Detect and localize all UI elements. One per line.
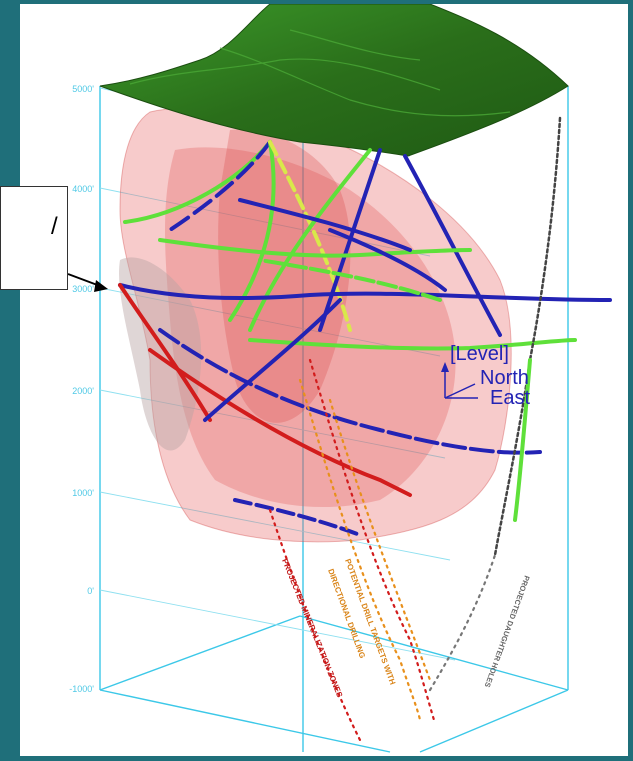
elevation-tick-labels: 5000' 4000' 3000' 2000' 1000' 0' -1000' xyxy=(69,84,94,694)
bounding-box-frame xyxy=(99,86,569,753)
drillhole-3d-figure: 5000' 4000' 3000' 2000' 1000' 0' -1000' xyxy=(67,3,612,753)
tick-label-2000: 2000' xyxy=(72,386,94,396)
orientation-east-label: East xyxy=(490,387,530,409)
orientation-north-label: North xyxy=(480,367,529,389)
terrain-surface xyxy=(99,3,569,157)
tick-label-5000: 5000' xyxy=(72,84,94,94)
drill-holes xyxy=(118,116,612,557)
figure-canvas: 5000' 4000' 3000' 2000' 1000' 0' -1000' xyxy=(20,3,628,756)
frame-base-right-front xyxy=(419,689,569,753)
tick-label-4000: 4000' xyxy=(72,184,94,194)
label-daughter: PROJECTED DAUGHTER HOLES xyxy=(483,574,532,688)
orientation-indicator: [Level] North East xyxy=(441,343,530,409)
tick-label-3000: 3000' xyxy=(72,284,94,294)
tick-label-1000: 1000' xyxy=(72,488,94,498)
callout-mark-text: / xyxy=(51,213,58,240)
callout-box: / xyxy=(0,186,68,290)
tick-label-minus-1000: -1000' xyxy=(69,684,94,694)
callout-arrow xyxy=(67,273,108,292)
terrain-ridges xyxy=(129,29,511,117)
frame-base-left-back xyxy=(99,615,301,691)
orientation-level-label: [Level] xyxy=(450,343,509,365)
tick-label-0: 0' xyxy=(87,586,94,596)
elevation-grid xyxy=(99,87,456,661)
frame-base-left-front xyxy=(99,689,391,753)
frame-base-right-back xyxy=(299,615,569,691)
projected-dotted-lines xyxy=(268,358,497,742)
